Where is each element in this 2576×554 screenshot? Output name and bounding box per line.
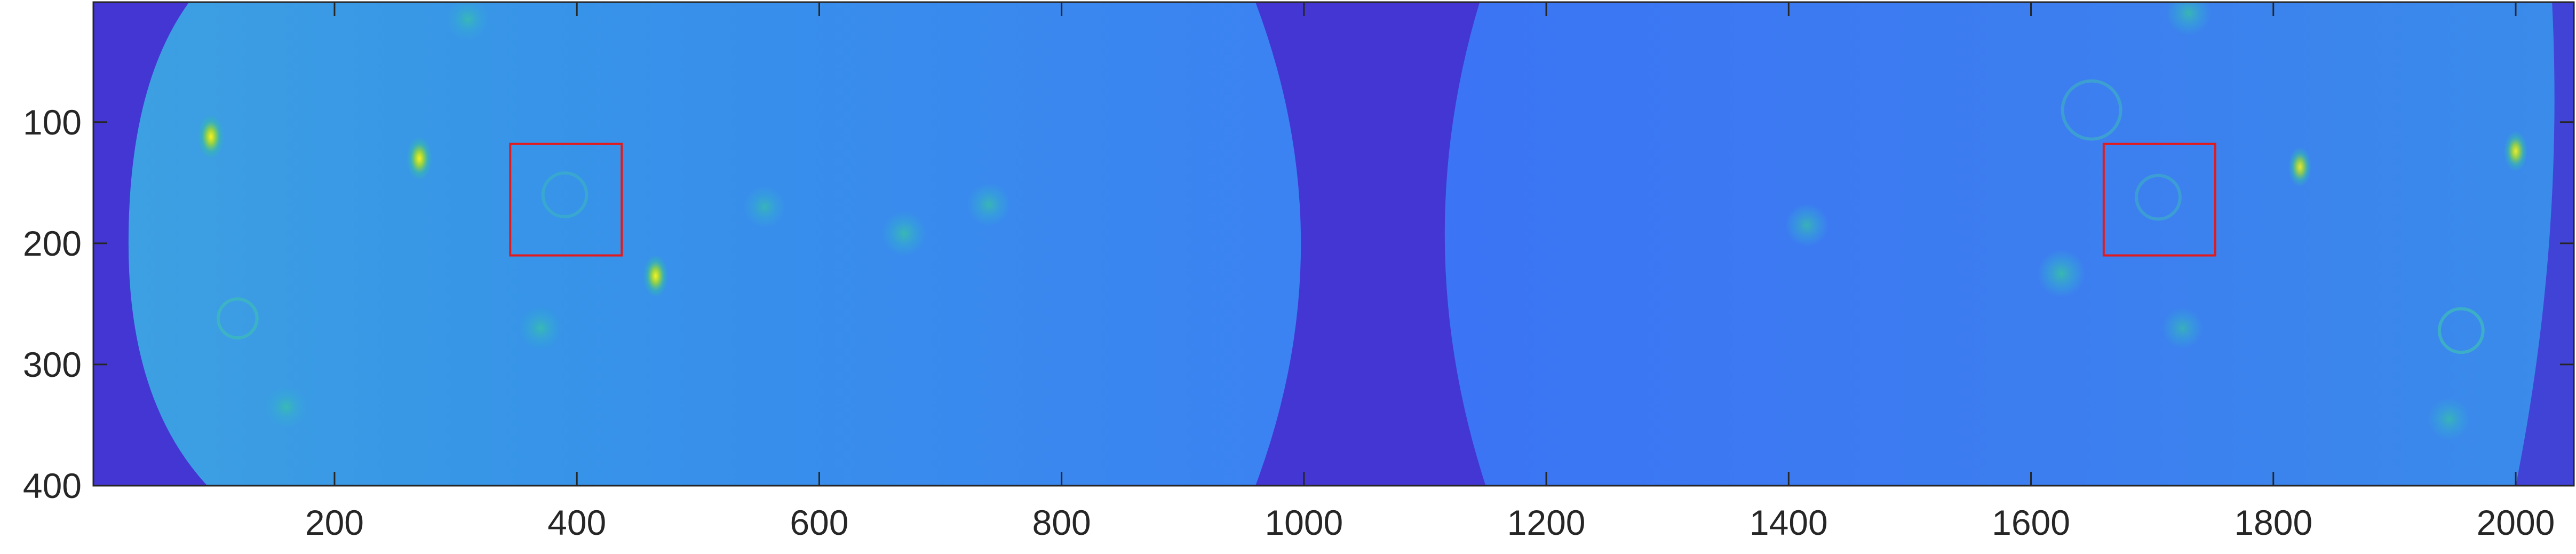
ring-feature <box>2061 79 2122 141</box>
image-layer <box>93 2 2574 486</box>
bright-spot <box>2037 249 2086 298</box>
illuminated-field-left <box>128 2 1301 486</box>
y-tick-label: 100 <box>23 102 82 142</box>
x-tick-label: 600 <box>790 503 848 542</box>
bright-spot <box>197 114 224 160</box>
x-tick-label: 1800 <box>2234 503 2312 542</box>
ring-feature <box>541 171 589 218</box>
ring-feature <box>2437 307 2485 354</box>
bright-spot <box>744 186 785 228</box>
bright-spot <box>265 385 308 429</box>
ring-feature <box>2135 173 2182 221</box>
x-tick-label: 200 <box>305 503 364 542</box>
tick-labels: 200 400 600 800 1000 1200 1400 1600 1800 2000 100 2… <box>23 102 2555 542</box>
bright-spot <box>518 306 563 351</box>
bright-spot <box>643 255 669 298</box>
bright-spot <box>407 136 432 180</box>
roi-layer <box>509 143 2216 257</box>
ring-feature <box>216 297 259 339</box>
illuminated-field-right <box>1444 2 2574 486</box>
bright-spot <box>2428 398 2471 441</box>
y-tick-label: 200 <box>23 224 82 263</box>
roi-box <box>2102 143 2216 257</box>
bright-spot <box>2166 2 2212 36</box>
features-layer <box>197 2 2528 441</box>
bright-spot <box>2288 147 2312 187</box>
x-tick-label: 2000 <box>2477 503 2555 542</box>
x-tick-label: 1200 <box>1507 503 1586 542</box>
axes <box>92 1 2575 487</box>
bright-spot <box>446 2 489 41</box>
bright-spot <box>2161 307 2204 349</box>
field-edge-right <box>2515 2 2574 486</box>
roi-box <box>509 143 623 257</box>
x-tick-label: 400 <box>547 503 606 542</box>
bright-spot <box>967 182 1011 227</box>
bright-spot <box>1785 203 1829 248</box>
y-tick-label: 400 <box>23 466 82 505</box>
x-tick-label: 1000 <box>1265 503 1343 542</box>
bright-spot <box>881 211 927 257</box>
y-tick-label: 300 <box>23 345 82 384</box>
x-tick-label: 800 <box>1032 503 1091 542</box>
x-tick-label: 1600 <box>1992 503 2070 542</box>
x-tick-label: 1400 <box>1750 503 1828 542</box>
bright-spot <box>2503 131 2528 172</box>
